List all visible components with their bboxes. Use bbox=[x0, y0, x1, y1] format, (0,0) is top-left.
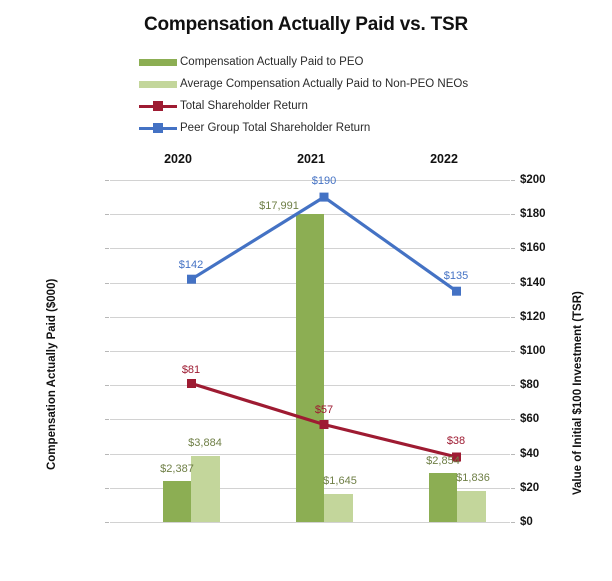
peer-tsr-marker-2022[interactable] bbox=[452, 286, 461, 296]
legend-label-peo: Compensation Actually Paid to PEO bbox=[180, 56, 364, 68]
y-tick-label-right: $200 bbox=[520, 174, 546, 186]
legend-label-tsr: Total Shareholder Return bbox=[180, 100, 308, 112]
tick-mark bbox=[105, 316, 109, 318]
y-tick-label-right: $80 bbox=[520, 379, 540, 392]
bar-value-neo-2020: $3,884 bbox=[188, 437, 222, 449]
peer-tsr-marker-2021[interactable] bbox=[319, 192, 329, 202]
tick-mark bbox=[105, 351, 109, 352]
line-value-peer-2022: $135 bbox=[443, 270, 469, 282]
bar-peo-2022[interactable] bbox=[429, 473, 457, 522]
bar-value-neo-2021: $1,645 bbox=[323, 475, 357, 487]
line-value-tsr-2021: $57 bbox=[314, 404, 334, 416]
tick-mark bbox=[105, 522, 109, 523]
tick-mark bbox=[105, 419, 109, 421]
category-label-2021: 2021 bbox=[297, 152, 325, 166]
chart-legend: Compensation Actually Paid to PEO Averag… bbox=[138, 52, 558, 140]
category-label-2020: 2020 bbox=[164, 152, 192, 166]
tsr-marker-2022[interactable] bbox=[452, 452, 461, 462]
bar-neo-2021[interactable] bbox=[324, 493, 353, 522]
line-series-overlay bbox=[187, 192, 461, 462]
tick-mark bbox=[105, 214, 109, 216]
line-value-tsr-2022: $38 bbox=[446, 435, 466, 447]
bar-value-peo-2020: $2,387 bbox=[160, 463, 194, 475]
y-axis-title-left: Compensation Actually Paid ($000) bbox=[46, 278, 58, 470]
category-label-2022: 2022 bbox=[430, 152, 458, 166]
bar-neo-2020[interactable] bbox=[191, 455, 220, 522]
peer-tsr-marker-2020[interactable] bbox=[187, 274, 196, 284]
y-tick-label-right: $100 bbox=[520, 345, 546, 357]
gridline bbox=[110, 522, 510, 523]
tsr-marker-2020[interactable] bbox=[187, 379, 196, 388]
legend-item-tsr-line[interactable]: Total Shareholder Return bbox=[138, 96, 558, 116]
legend-swatch-peo-icon bbox=[138, 55, 178, 69]
tick-mark bbox=[511, 180, 515, 181]
legend-item-neo-bar[interactable]: Average Compensation Actually Paid to No… bbox=[138, 74, 558, 94]
bar-peo-2020[interactable] bbox=[163, 481, 191, 522]
bar-value-peo-2022: $2,854 bbox=[426, 455, 460, 467]
y-tick-label-right: $180 bbox=[520, 208, 546, 221]
y-tick-label-right: $120 bbox=[520, 310, 546, 323]
tick-mark bbox=[511, 522, 515, 523]
bar-value-neo-2022: $1,836 bbox=[456, 472, 490, 484]
plot-area: $20,000 $18,000 $16,000 $14,000 $12,000 … bbox=[105, 174, 546, 528]
tsr-marker-2021[interactable] bbox=[319, 420, 329, 429]
tick-mark bbox=[511, 385, 515, 387]
y-tick-label-right: $0 bbox=[520, 516, 533, 528]
tick-mark bbox=[511, 453, 515, 455]
line-value-peer-2020: $142 bbox=[178, 259, 204, 271]
tick-mark bbox=[511, 487, 515, 489]
tick-mark bbox=[105, 180, 109, 181]
y-tick-label-right: $40 bbox=[520, 447, 540, 460]
tick-mark bbox=[511, 316, 515, 318]
bar-peo-2021[interactable] bbox=[296, 214, 324, 522]
legend-swatch-neo-icon bbox=[138, 77, 178, 91]
tick-mark bbox=[105, 282, 109, 284]
legend-item-peer-line[interactable]: Peer Group Total Shareholder Return bbox=[138, 118, 558, 138]
legend-label-peer: Peer Group Total Shareholder Return bbox=[180, 122, 371, 134]
tick-mark bbox=[511, 214, 515, 216]
tick-mark bbox=[105, 248, 109, 250]
page-title: Compensation Actually Paid vs. TSR bbox=[143, 14, 468, 35]
legend-label-neo: Average Compensation Actually Paid to No… bbox=[180, 78, 469, 90]
bar-neo-2022[interactable] bbox=[457, 490, 486, 522]
tick-mark bbox=[511, 419, 515, 421]
tick-mark bbox=[511, 351, 515, 352]
y-tick-label-right: $140 bbox=[520, 276, 546, 289]
legend-item-peo-bar[interactable]: Compensation Actually Paid to PEO bbox=[138, 52, 558, 72]
y-tick-label-right: $160 bbox=[520, 242, 546, 255]
y-axis-title-right: Value of Initial $100 Investment (TSR) bbox=[572, 291, 584, 495]
y-tick-label-right: $60 bbox=[520, 413, 540, 426]
tick-mark bbox=[105, 453, 109, 455]
legend-swatch-tsr-icon bbox=[138, 99, 178, 113]
line-value-peer-2021: $190 bbox=[311, 175, 337, 187]
tick-mark bbox=[511, 282, 515, 284]
y-tick-label-right: $20 bbox=[520, 481, 540, 494]
tick-mark bbox=[511, 248, 515, 250]
tick-mark bbox=[105, 385, 109, 387]
line-value-tsr-2020: $81 bbox=[181, 364, 201, 376]
bar-value-peo-2021: $17,991 bbox=[259, 200, 299, 212]
tick-mark bbox=[105, 487, 109, 489]
legend-swatch-peer-icon bbox=[138, 121, 178, 135]
gridline bbox=[110, 180, 510, 181]
peer-tsr-line[interactable] bbox=[190, 195, 458, 293]
